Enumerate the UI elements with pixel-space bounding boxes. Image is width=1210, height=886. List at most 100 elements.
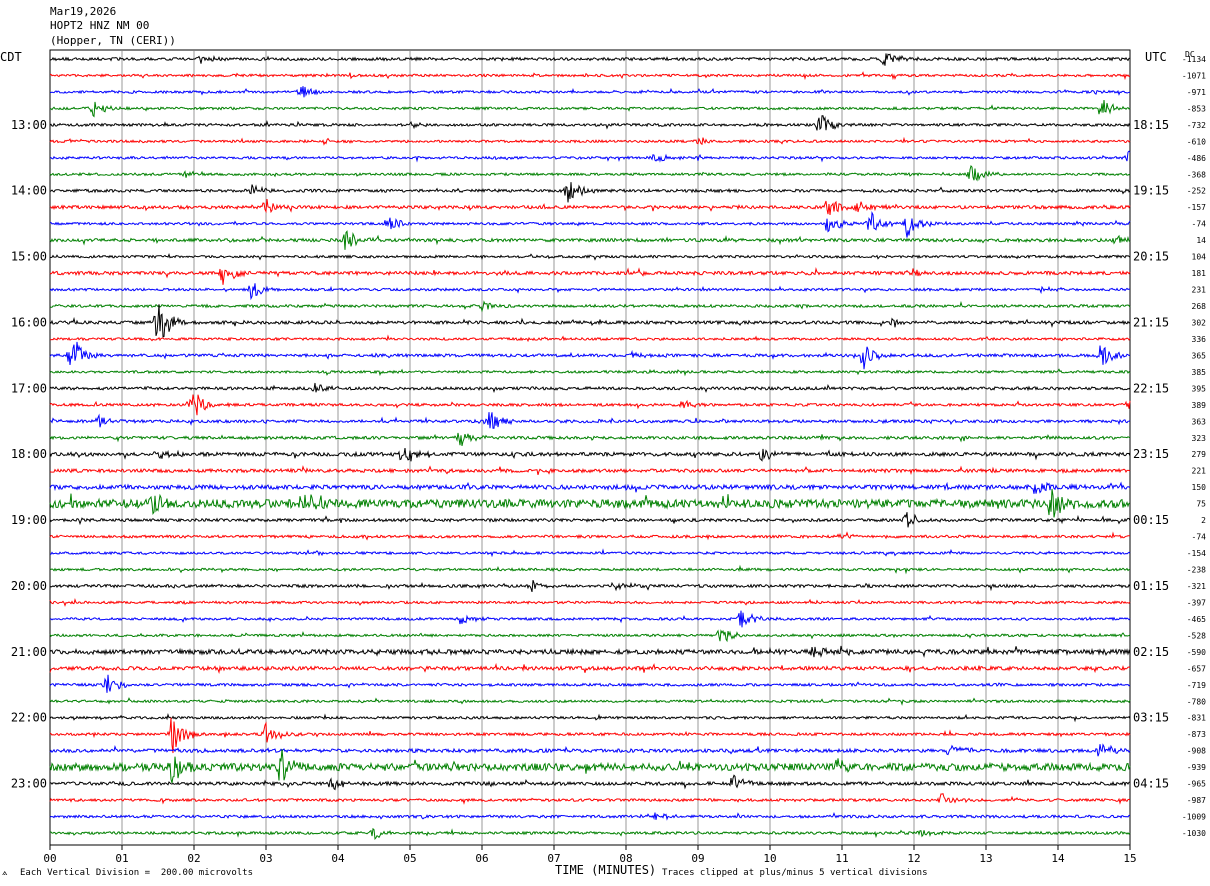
logo-glyph: ⟑ (2, 868, 8, 878)
dc-offset-5: -610 (1187, 137, 1206, 146)
dc-offset-11: 14 (1196, 236, 1206, 245)
dc-offset-27: 75 (1196, 500, 1206, 509)
dc-offset-10: -74 (1192, 220, 1207, 229)
trace-23 (49, 432, 1131, 447)
trace-16 (49, 304, 1131, 338)
dc-offset-36: -590 (1187, 648, 1206, 657)
trace-39 (49, 697, 1131, 706)
trace-46 (49, 812, 1131, 821)
dc-offset-35: -528 (1187, 631, 1206, 640)
dc-offset-2: -971 (1187, 88, 1206, 97)
dc-offset-17: 336 (1192, 335, 1207, 344)
trace-20 (49, 382, 1131, 393)
utc-label-18:15: 18:15 (1133, 118, 1169, 132)
trace-11 (49, 230, 1131, 250)
trace-32 (49, 580, 1131, 593)
x-tick-label-06: 06 (475, 852, 488, 865)
trace-13 (49, 267, 1131, 285)
x-axis-title: TIME (MINUTES) (555, 863, 657, 877)
dc-offset-31: -238 (1187, 566, 1206, 575)
dc-offset-18: 365 (1192, 351, 1207, 360)
dc-offset-47: -1030 (1182, 829, 1206, 838)
trace-41 (49, 717, 1131, 754)
clip-note: Traces clipped at plus/minus 5 vertical … (662, 868, 928, 878)
trace-1 (49, 71, 1131, 81)
trace-4 (49, 115, 1131, 131)
x-tick-label-11: 11 (835, 852, 848, 865)
dc-offset-14: 231 (1192, 286, 1207, 295)
dc-offset-12: 104 (1192, 253, 1207, 262)
trace-35 (49, 629, 1131, 643)
trace-34 (49, 610, 1131, 628)
trace-15 (49, 300, 1131, 313)
cdt-label-18:00: 18:00 (11, 447, 47, 461)
cdt-label-17:00: 17:00 (11, 381, 47, 395)
x-tick-label-13: 13 (979, 852, 992, 865)
trace-29 (49, 531, 1131, 541)
dc-offset-0: -1134 (1182, 55, 1206, 64)
trace-8 (49, 182, 1131, 203)
scale-note: Each Vertical Division = 200.00 microvol… (20, 868, 253, 878)
trace-2 (49, 86, 1131, 98)
dc-offset-26: 150 (1192, 483, 1207, 492)
cdt-label-19:00: 19:00 (11, 513, 47, 527)
x-tick-label-07: 07 (547, 852, 560, 865)
dc-offset-labels: -1134 -1071 -971 -853 -732 -610 -486 -368 -252 -1… (1182, 55, 1206, 838)
dc-offset-28: 2 (1201, 516, 1206, 525)
dc-offset-20: 395 (1192, 384, 1207, 393)
cdt-label-21:00: 21:00 (11, 645, 47, 659)
trace-12 (49, 252, 1131, 261)
dc-offset-23: 323 (1192, 434, 1207, 443)
utc-label-20:15: 20:15 (1133, 250, 1169, 264)
trace-47 (50, 827, 1131, 840)
dc-offset-13: 181 (1192, 269, 1207, 278)
trace-14 (49, 283, 1130, 301)
trace-40 (49, 713, 1131, 723)
plot-frame (49, 49, 1131, 846)
dc-offset-22: 363 (1192, 417, 1207, 426)
dc-offset-6: -486 (1187, 154, 1206, 163)
trace-42 (49, 743, 1131, 757)
dc-offset-32: -321 (1187, 582, 1206, 591)
dc-offset-21: 389 (1192, 401, 1207, 410)
cdt-hour-labels: 13:00 14:00 15:00 16:00 17:00 18:00 19:00 20:00… (11, 118, 47, 791)
x-tick-label-05: 05 (403, 852, 416, 865)
dc-offset-16: 302 (1192, 318, 1207, 327)
x-tick-label-08: 08 (619, 852, 632, 865)
trace-7 (49, 164, 1131, 182)
x-tick-label-03: 03 (259, 852, 272, 865)
dc-offset-1: -1071 (1182, 71, 1206, 80)
utc-label-02:15: 02:15 (1133, 645, 1169, 659)
trace-43 (49, 749, 1131, 784)
utc-hour-labels: 18:15 19:15 20:15 21:15 22:15 23:15 00:15 01:15… (1133, 118, 1169, 791)
dc-offset-33: -397 (1187, 598, 1206, 607)
cdt-label-14:00: 14:00 (11, 184, 47, 198)
utc-axis-title: UTC (1145, 50, 1167, 64)
utc-label-04:15: 04:15 (1133, 777, 1169, 791)
dc-offset-25: 221 (1192, 467, 1207, 476)
trace-0 (49, 53, 1131, 66)
cdt-label-16:00: 16:00 (11, 315, 47, 329)
station-code: HOPT2 HNZ NM 00 (50, 19, 150, 32)
trace-18 (49, 341, 1131, 370)
x-tick-labels: 00 01 02 03 04 05 06 07 08 09 10 11 12 13 14 15 (43, 845, 1137, 865)
station-location: (Hopper, TN (CERI)) (50, 34, 176, 47)
x-tick-label-01: 01 (115, 852, 128, 865)
dc-offset-39: -780 (1187, 697, 1206, 706)
trace-21 (49, 394, 1131, 416)
utc-label-19:15: 19:15 (1133, 184, 1169, 198)
cdt-label-15:00: 15:00 (11, 250, 47, 264)
trace-25 (49, 465, 1131, 476)
trace-3 (49, 100, 1131, 118)
utc-label-00:15: 00:15 (1133, 513, 1169, 527)
utc-label-22:15: 22:15 (1133, 381, 1169, 395)
trace-17 (49, 334, 1131, 343)
trace-45 (49, 793, 1131, 805)
cdt-axis-title: CDT (0, 50, 22, 64)
cdt-label-22:00: 22:00 (11, 711, 47, 725)
trace-26 (49, 481, 1131, 494)
dc-offset-7: -368 (1187, 170, 1206, 179)
trace-22 (49, 412, 1131, 429)
trace-5 (49, 136, 1131, 146)
